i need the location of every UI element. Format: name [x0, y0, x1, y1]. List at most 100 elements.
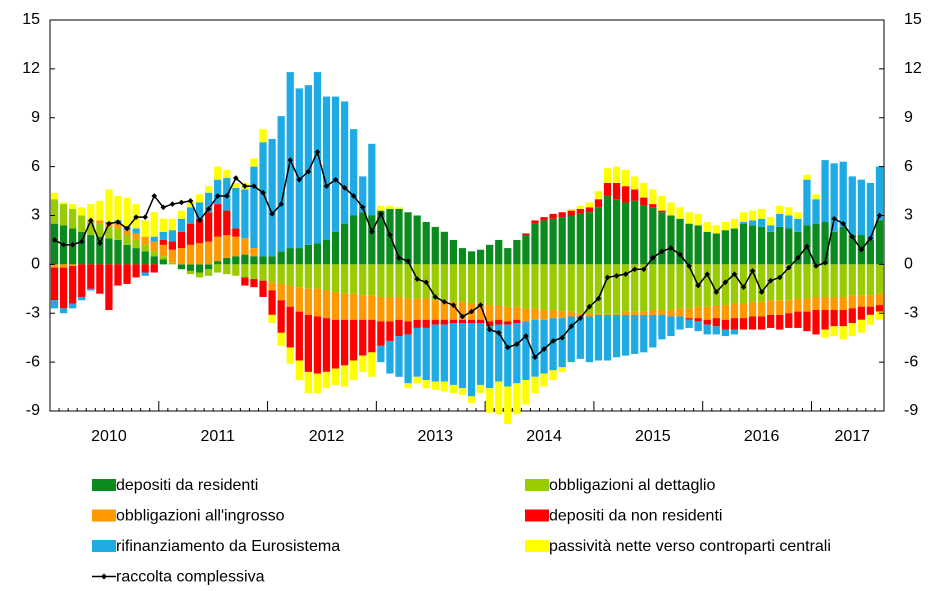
bar-segment	[205, 269, 213, 276]
bar-segment	[141, 220, 149, 237]
bar-segment	[676, 264, 684, 309]
line-marker	[650, 255, 656, 261]
bar-segment	[658, 309, 666, 315]
bar-segment	[531, 264, 539, 309]
bar-segment	[486, 321, 494, 327]
bar-segment	[368, 215, 376, 265]
bar-segment	[857, 179, 865, 236]
bar-segment	[132, 248, 140, 265]
bar-segment	[676, 316, 684, 330]
bar-segment	[141, 244, 149, 252]
bar-segment	[304, 288, 312, 315]
bar-segment	[123, 230, 131, 236]
bar-segment	[848, 235, 856, 265]
bar-segment	[331, 231, 340, 265]
bar-segment	[476, 303, 485, 320]
bar-segment	[694, 306, 702, 319]
line-marker	[314, 149, 321, 155]
bar-segment	[223, 210, 231, 236]
bar-segment	[87, 235, 95, 265]
bar-segment	[195, 243, 204, 265]
bar-segment	[857, 306, 865, 320]
bar-segment	[223, 235, 231, 258]
line-marker	[97, 240, 103, 246]
bar-segment	[476, 319, 485, 324]
bar-segment	[504, 321, 512, 325]
bar-segment	[449, 319, 458, 324]
bar-segment	[268, 290, 276, 315]
bar-segment	[549, 213, 557, 219]
bar-segment	[404, 321, 412, 335]
bar-segment	[395, 336, 403, 377]
bar-segment	[739, 212, 748, 223]
bar-segment	[540, 220, 548, 265]
line-marker	[858, 246, 865, 253]
line-marker	[686, 263, 692, 269]
bar-segment	[558, 217, 566, 265]
bar-segment	[59, 202, 68, 205]
line-marker	[350, 193, 357, 199]
line-marker	[196, 217, 203, 224]
bar-segment	[449, 384, 458, 394]
bar-segment	[785, 264, 793, 301]
legend-swatch	[92, 540, 116, 552]
bar-segment	[350, 215, 358, 265]
bar-segment	[721, 319, 729, 330]
y-tick-label: 9	[31, 109, 40, 126]
bar-segment	[214, 264, 222, 273]
bar-segment	[631, 311, 639, 315]
bar-segment	[268, 256, 276, 265]
bar-segment	[449, 301, 458, 320]
bar-segment	[712, 233, 720, 265]
x-tick-label: 2012	[309, 428, 345, 445]
bar-segment	[449, 239, 458, 265]
bar-segment	[567, 264, 575, 312]
bar-segment	[59, 204, 68, 226]
bar-segment	[159, 256, 167, 260]
bar-segment	[694, 318, 702, 322]
bar-segment	[594, 207, 603, 265]
y-tick-label: 3	[31, 207, 40, 224]
bar-segment	[277, 283, 285, 301]
bar-segment	[685, 264, 693, 309]
line-marker	[668, 245, 674, 251]
line-marker	[223, 193, 230, 199]
bar-segment	[123, 235, 131, 245]
bar-segment	[150, 251, 158, 257]
bar-segment	[295, 264, 303, 288]
legend-item: rifinanziamento da Eurosistema	[92, 538, 340, 555]
bar-segment	[304, 264, 312, 289]
bar-segment	[458, 248, 467, 265]
bar-segment	[794, 264, 802, 299]
bar-segment	[286, 285, 294, 307]
bar-segment	[803, 311, 811, 332]
bar-segment	[667, 202, 675, 216]
line-marker	[813, 263, 819, 269]
bar-segment	[304, 314, 312, 372]
bar-segment	[676, 218, 684, 265]
bar-segment	[359, 264, 367, 296]
line-marker	[695, 282, 701, 289]
line-marker	[287, 157, 294, 163]
bar-segment	[839, 226, 847, 265]
bar-segment	[549, 309, 557, 319]
line-marker	[495, 330, 502, 336]
bar-segment	[848, 295, 856, 309]
bar-segment	[458, 301, 467, 320]
bar-segment	[603, 264, 612, 314]
bar-segment	[259, 280, 267, 297]
bar-segment	[350, 129, 358, 216]
bar-segment	[350, 293, 358, 320]
bar-segment	[50, 192, 59, 200]
bar-segment	[585, 212, 594, 265]
bar-segment	[594, 314, 603, 361]
bar-segment	[603, 168, 612, 183]
bar-segment	[313, 373, 322, 394]
bar-segment	[739, 264, 748, 304]
bar-segment	[748, 225, 757, 265]
bar-segment	[186, 200, 195, 208]
bar-segment	[576, 264, 584, 314]
bar-segment	[250, 256, 258, 265]
bar-segment	[232, 264, 240, 276]
